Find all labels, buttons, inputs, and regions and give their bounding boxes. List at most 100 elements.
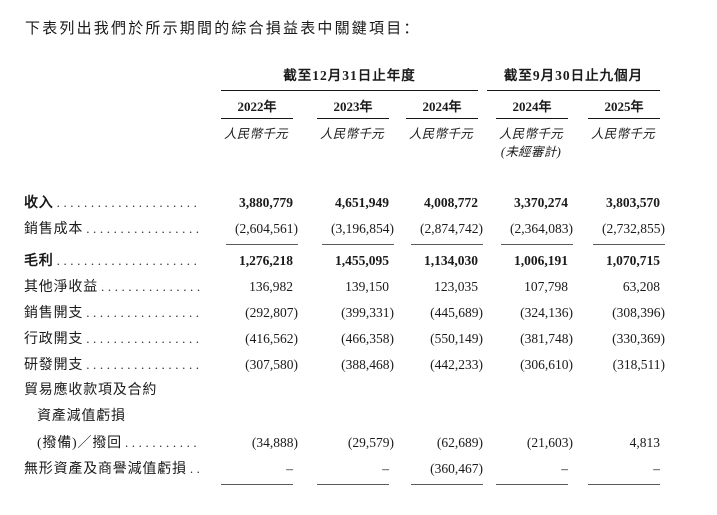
unit-header-cell: 人民幣千元 bbox=[568, 125, 660, 143]
cell-value: (381,748) bbox=[520, 331, 573, 346]
row-label: 貿易應收款項及合約 bbox=[24, 383, 158, 398]
note-header-row: (未經審計) bbox=[24, 143, 660, 161]
value-cell: 139,150 bbox=[293, 274, 389, 300]
cell-value: (306,610) bbox=[520, 357, 573, 372]
dot-leader bbox=[57, 190, 200, 216]
cell-value: 63,208 bbox=[622, 279, 660, 294]
cell-value: 4,651,949 bbox=[335, 195, 389, 210]
unit-header-cell: 人民幣千元 bbox=[389, 125, 478, 143]
cell-value: (2,874,742) bbox=[411, 216, 483, 245]
row-label-cell: 銷售成本 bbox=[24, 216, 206, 243]
row-label: 其他淨收益 bbox=[24, 280, 98, 295]
row-label: 研發開支 bbox=[24, 358, 84, 373]
cell-value: (29,579) bbox=[347, 435, 394, 450]
value-cell: (2,732,855) bbox=[568, 216, 665, 245]
label-column-spacer bbox=[24, 143, 206, 161]
table-row: (撥備)／撥回 (34,888) (29,579) (62,689) (21,603) 4… bbox=[24, 430, 660, 456]
value-cell: 63,208 bbox=[568, 274, 660, 300]
income-statement-table: 截至12月31日止年度 截至9月30日止九個月 2022年 2023年 2024… bbox=[24, 66, 665, 485]
row-label-cell: 收入 bbox=[24, 190, 206, 217]
cell-value: 1,455,095 bbox=[335, 253, 389, 268]
row-label: (撥備)／撥回 bbox=[37, 436, 122, 451]
row-label-cell: 貿易應收款項及合約 bbox=[24, 378, 206, 404]
year-label: 2024年 bbox=[496, 99, 568, 119]
cell-value: (550,149) bbox=[430, 331, 483, 346]
dot-leader bbox=[101, 274, 200, 300]
row-label-cell: 其他淨收益 bbox=[24, 274, 206, 301]
cell-value: 3,803,570 bbox=[606, 195, 660, 210]
value-cell: 3,803,570 bbox=[568, 190, 660, 216]
value-cell: (29,579) bbox=[293, 430, 394, 456]
cell-value: (62,689) bbox=[436, 435, 483, 450]
row-label-cell: 無形資產及商譽減值虧損 bbox=[24, 456, 206, 483]
cell-value: (318,511) bbox=[612, 357, 665, 372]
cell-value: (324,136) bbox=[520, 305, 573, 320]
row-label-cell: 研發開支 bbox=[24, 352, 206, 379]
unit-label: 人民幣千元 bbox=[319, 127, 384, 141]
cell-value: (445,689) bbox=[430, 305, 483, 320]
cell-value: (388,468) bbox=[341, 357, 394, 372]
value-cell: (416,562) bbox=[206, 326, 298, 352]
row-label: 行政開支 bbox=[24, 332, 84, 347]
table-row: 行政開支 (416,562) (466,358) (550,149) (381,748)… bbox=[24, 326, 665, 353]
year-header-cell: 2023年 bbox=[293, 98, 389, 119]
cell-value: 4,008,772 bbox=[424, 195, 478, 210]
year-header-row: 2022年 2023年 2024年 2024年 2025年 bbox=[24, 98, 660, 119]
year-label: 2024年 bbox=[406, 99, 478, 119]
year-label: 2023年 bbox=[317, 99, 389, 119]
cell-value: (3,196,854) bbox=[322, 216, 394, 245]
note-header-cell bbox=[568, 143, 660, 161]
cell-value: 1,070,715 bbox=[606, 253, 660, 268]
value-cell: (307,580) bbox=[206, 352, 298, 378]
dot-leader bbox=[125, 430, 200, 456]
cell-value: 3,370,274 bbox=[514, 195, 568, 210]
value-cell: 1,134,030 bbox=[389, 248, 478, 274]
cell-value: (416,562) bbox=[245, 331, 298, 346]
value-cell: (330,369) bbox=[568, 326, 665, 352]
value-cell: 4,008,772 bbox=[389, 190, 478, 216]
value-cell: 1,276,218 bbox=[206, 248, 293, 274]
value-cell: (2,364,083) bbox=[478, 216, 573, 245]
value-cell: (399,331) bbox=[293, 300, 394, 326]
note-header-cell bbox=[206, 143, 293, 161]
unit-label: 人民幣千元 bbox=[498, 127, 563, 141]
year-header-cell: 2025年 bbox=[568, 98, 660, 119]
row-label-cell: 銷售開支 bbox=[24, 300, 206, 327]
cell-value: 139,150 bbox=[345, 279, 389, 294]
table-row: 銷售開支 (292,807) (399,331) (445,689) (324,136)… bbox=[24, 300, 665, 327]
unit-label: 人民幣千元 bbox=[223, 127, 288, 141]
cell-value: (399,331) bbox=[341, 305, 394, 320]
value-cell: 4,651,949 bbox=[293, 190, 389, 216]
table-row: 貿易應收款項及合約 bbox=[24, 378, 660, 404]
row-label-cell: 行政開支 bbox=[24, 326, 206, 353]
unit-header-row: 人民幣千元 人民幣千元 人民幣千元 人民幣千元 人民幣千元 bbox=[24, 125, 660, 143]
value-cell: (292,807) bbox=[206, 300, 298, 326]
value-cell: 1,070,715 bbox=[568, 248, 660, 274]
dot-leader bbox=[190, 456, 200, 482]
cell-value: (34,888) bbox=[251, 435, 298, 450]
cell-value: (308,396) bbox=[612, 305, 665, 320]
label-column-spacer bbox=[24, 66, 221, 91]
table-row: 銷售成本 (2,604,561) (3,196,854) (2,874,742) (2,… bbox=[24, 216, 665, 245]
row-label: 資產減值虧損 bbox=[37, 409, 126, 424]
row-label: 銷售開支 bbox=[24, 306, 84, 321]
cell-value: (466,358) bbox=[341, 331, 394, 346]
value-cell: (21,603) bbox=[478, 430, 573, 456]
value-cell: – bbox=[206, 456, 293, 485]
label-column-spacer bbox=[24, 125, 206, 143]
cell-value: (21,603) bbox=[526, 435, 573, 450]
unaudited-note: (未經審計) bbox=[500, 145, 562, 159]
row-label-cell: 資產減值虧損 bbox=[24, 404, 206, 430]
cell-value: (2,364,083) bbox=[501, 216, 573, 245]
table-body: 收入 3,880,779 4,651,949 4,008,772 3,370,274 3,… bbox=[24, 190, 665, 485]
value-cell: (466,358) bbox=[293, 326, 394, 352]
dot-leader bbox=[86, 216, 200, 242]
value-cell: – bbox=[293, 456, 389, 485]
note-header-cell bbox=[293, 143, 389, 161]
cell-value: – bbox=[588, 456, 660, 485]
column-group-gap bbox=[478, 66, 487, 91]
value-cell: (360,467) bbox=[389, 456, 483, 485]
cell-value: (307,580) bbox=[245, 357, 298, 372]
value-cell: (324,136) bbox=[478, 300, 573, 326]
cell-value: 123,035 bbox=[434, 279, 478, 294]
